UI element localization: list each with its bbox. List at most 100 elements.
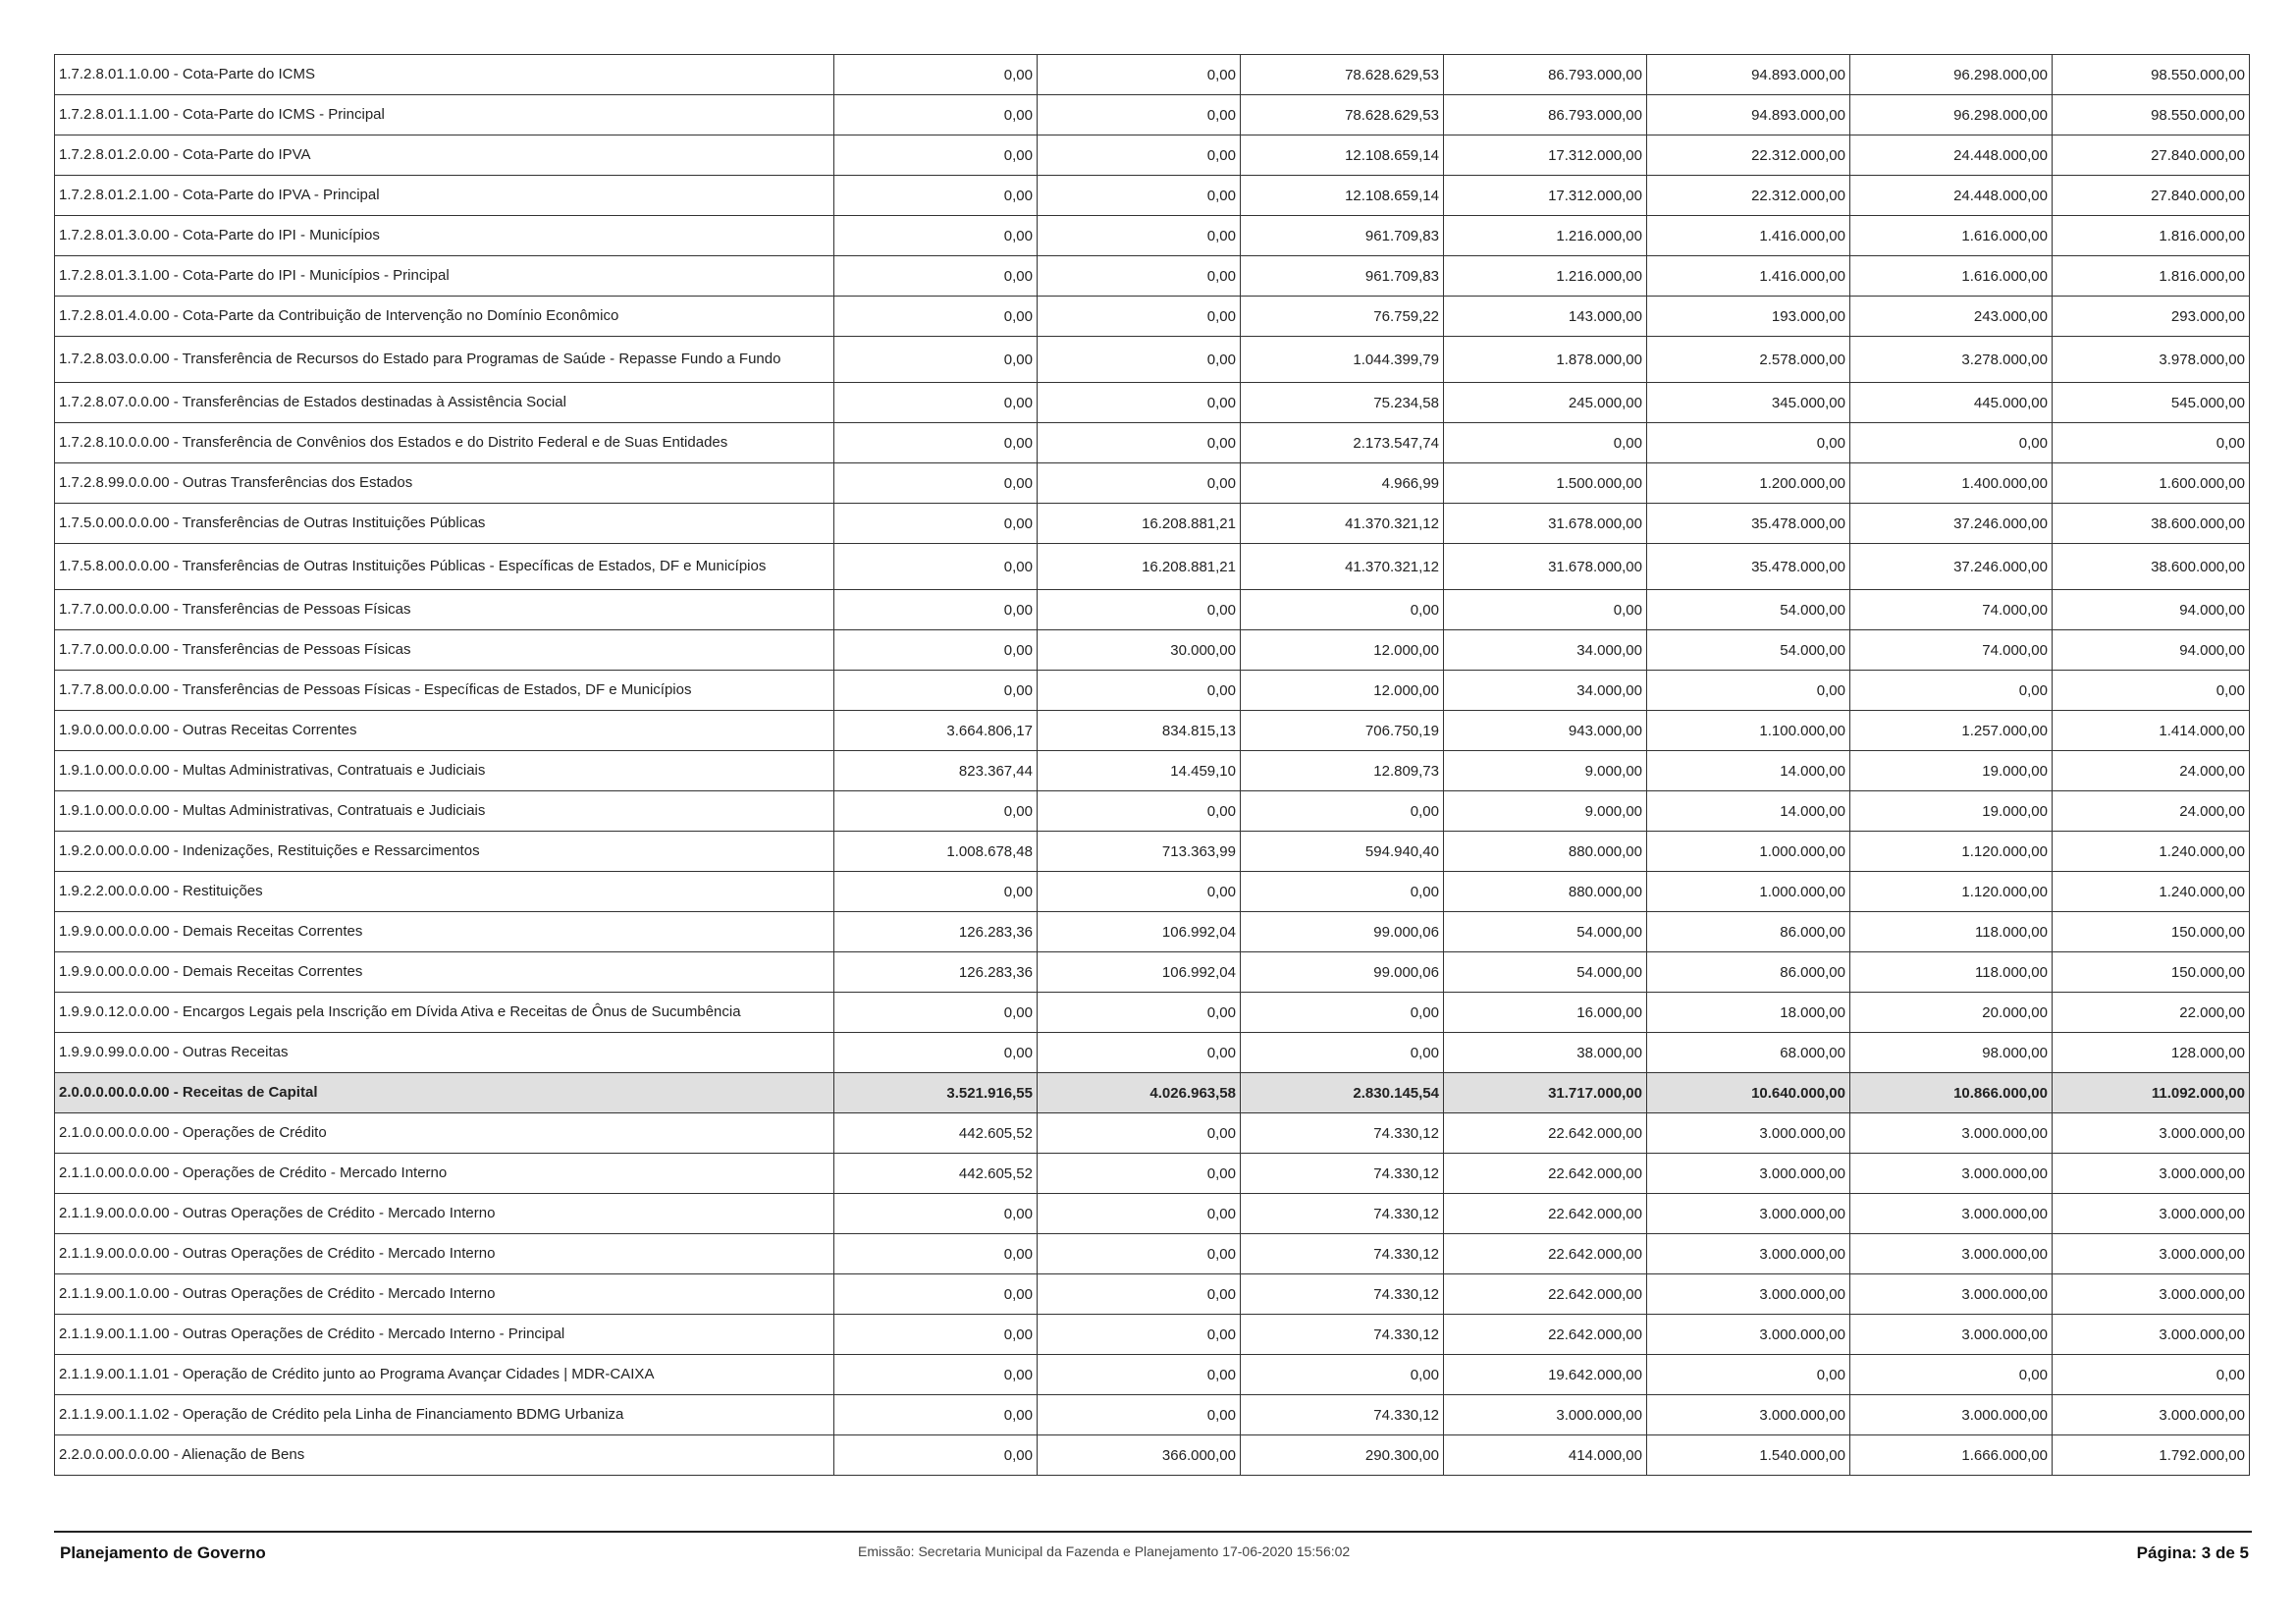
row-value-col-5: 10.640.000,00 xyxy=(1646,1072,1850,1113)
row-value-col-2: 713.363,99 xyxy=(1037,831,1241,872)
row-value-col-5: 3.000.000,00 xyxy=(1646,1314,1850,1355)
row-value-col-4: 1.216.000,00 xyxy=(1443,255,1647,297)
row-description: 2.1.1.0.00.0.0.00 - Operações de Crédito… xyxy=(54,1153,834,1194)
row-description: 1.9.9.0.00.0.0.00 - Demais Receitas Corr… xyxy=(54,951,834,993)
row-description: 1.9.2.0.00.0.0.00 - Indenizações, Restit… xyxy=(54,831,834,872)
row-value-col-5: 86.000,00 xyxy=(1646,951,1850,993)
row-value-col-1: 0,00 xyxy=(833,175,1038,216)
row-value-col-6: 0,00 xyxy=(1849,422,2053,463)
row-value-col-6: 1.120.000,00 xyxy=(1849,831,2053,872)
row-value-col-1: 0,00 xyxy=(833,135,1038,176)
row-value-col-2: 0,00 xyxy=(1037,336,1241,383)
row-value-col-3: 706.750,19 xyxy=(1240,710,1444,751)
row-value-col-1: 0,00 xyxy=(833,54,1038,95)
row-value-col-1: 3.664.806,17 xyxy=(833,710,1038,751)
row-value-col-4: 880.000,00 xyxy=(1443,871,1647,912)
table-row: 2.2.0.0.00.0.0.00 - Alienação de Bens 0,0… xyxy=(54,1434,2250,1476)
row-value-col-7: 3.000.000,00 xyxy=(2052,1112,2250,1154)
row-value-col-1: 0,00 xyxy=(833,1354,1038,1395)
row-value-col-7: 3.000.000,00 xyxy=(2052,1314,2250,1355)
row-value-col-6: 96.298.000,00 xyxy=(1849,94,2053,135)
row-description: 1.7.2.8.03.0.0.00 - Transferência de Rec… xyxy=(54,336,834,383)
row-value-col-7: 150.000,00 xyxy=(2052,951,2250,993)
row-value-col-6: 96.298.000,00 xyxy=(1849,54,2053,95)
row-value-col-7: 0,00 xyxy=(2052,1354,2250,1395)
table-row: 2.1.1.9.00.1.1.00 - Outras Operações de … xyxy=(54,1314,2250,1355)
row-value-col-6: 74.000,00 xyxy=(1849,589,2053,630)
row-value-col-1: 0,00 xyxy=(833,589,1038,630)
footer-title: Planejamento de Governo xyxy=(60,1543,266,1562)
table-row: 1.7.2.8.01.1.1.00 - Cota-Parte do ICMS -… xyxy=(54,94,2250,135)
row-value-col-2: 0,00 xyxy=(1037,790,1241,832)
row-value-col-6: 19.000,00 xyxy=(1849,750,2053,791)
row-value-col-6: 118.000,00 xyxy=(1849,951,2053,993)
row-value-col-5: 35.478.000,00 xyxy=(1646,543,1850,590)
table-row: 1.7.2.8.01.4.0.00 - Cota-Parte da Contri… xyxy=(54,296,2250,337)
row-value-col-7: 98.550.000,00 xyxy=(2052,54,2250,95)
row-value-col-4: 1.216.000,00 xyxy=(1443,215,1647,256)
row-value-col-3: 74.330,12 xyxy=(1240,1153,1444,1194)
table-row: 1.7.2.8.99.0.0.00 - Outras Transferência… xyxy=(54,462,2250,504)
row-value-col-3: 41.370.321,12 xyxy=(1240,543,1444,590)
row-value-col-6: 3.000.000,00 xyxy=(1849,1273,2053,1315)
row-value-col-7: 1.240.000,00 xyxy=(2052,871,2250,912)
row-value-col-4: 86.793.000,00 xyxy=(1443,94,1647,135)
table-row: 1.7.5.8.00.0.0.00 - Transferências de Ou… xyxy=(54,543,2250,590)
table-row: 1.9.2.0.00.0.0.00 - Indenizações, Restit… xyxy=(54,831,2250,872)
table-row: 1.9.2.2.00.0.0.00 - Restituições 0,00 0,00… xyxy=(54,871,2250,912)
row-value-col-7: 24.000,00 xyxy=(2052,750,2250,791)
row-description: 1.7.2.8.99.0.0.00 - Outras Transferência… xyxy=(54,462,834,504)
row-value-col-7: 150.000,00 xyxy=(2052,911,2250,952)
row-value-col-3: 99.000,06 xyxy=(1240,951,1444,993)
row-value-col-7: 38.600.000,00 xyxy=(2052,503,2250,544)
row-value-col-6: 74.000,00 xyxy=(1849,629,2053,671)
row-value-col-4: 86.793.000,00 xyxy=(1443,54,1647,95)
row-value-col-5: 1.200.000,00 xyxy=(1646,462,1850,504)
row-value-col-3: 74.330,12 xyxy=(1240,1233,1444,1274)
row-value-col-3: 74.330,12 xyxy=(1240,1112,1444,1154)
row-value-col-5: 0,00 xyxy=(1646,1354,1850,1395)
row-value-col-5: 3.000.000,00 xyxy=(1646,1112,1850,1154)
row-value-col-7: 1.792.000,00 xyxy=(2052,1434,2250,1476)
row-value-col-5: 94.893.000,00 xyxy=(1646,54,1850,95)
row-value-col-6: 3.000.000,00 xyxy=(1849,1394,2053,1435)
row-description: 1.9.2.2.00.0.0.00 - Restituições xyxy=(54,871,834,912)
row-value-col-3: 12.809,73 xyxy=(1240,750,1444,791)
row-description: 1.9.0.0.00.0.0.00 - Outras Receitas Corr… xyxy=(54,710,834,751)
row-value-col-2: 0,00 xyxy=(1037,422,1241,463)
table-row: 1.7.2.8.01.3.1.00 - Cota-Parte do IPI - … xyxy=(54,255,2250,297)
row-value-col-2: 0,00 xyxy=(1037,135,1241,176)
row-value-col-3: 961.709,83 xyxy=(1240,215,1444,256)
table-row: 1.7.2.8.01.2.0.00 - Cota-Parte do IPVA 0,… xyxy=(54,135,2250,176)
row-value-col-2: 0,00 xyxy=(1037,1153,1241,1194)
row-value-col-3: 1.044.399,79 xyxy=(1240,336,1444,383)
row-value-col-1: 0,00 xyxy=(833,871,1038,912)
row-value-col-5: 22.312.000,00 xyxy=(1646,135,1850,176)
row-value-col-3: 74.330,12 xyxy=(1240,1394,1444,1435)
table-row: 1.7.2.8.01.3.0.00 - Cota-Parte do IPI - … xyxy=(54,215,2250,256)
row-value-col-3: 12.108.659,14 xyxy=(1240,175,1444,216)
row-value-col-1: 0,00 xyxy=(833,670,1038,711)
row-value-col-4: 17.312.000,00 xyxy=(1443,175,1647,216)
row-value-col-2: 16.208.881,21 xyxy=(1037,503,1241,544)
row-value-col-7: 94.000,00 xyxy=(2052,629,2250,671)
table-row: 1.7.2.8.07.0.0.00 - Transferências de Es… xyxy=(54,382,2250,423)
table-row: 1.9.0.0.00.0.0.00 - Outras Receitas Corr… xyxy=(54,710,2250,751)
row-value-col-5: 94.893.000,00 xyxy=(1646,94,1850,135)
row-value-col-1: 126.283,36 xyxy=(833,911,1038,952)
row-value-col-5: 1.540.000,00 xyxy=(1646,1434,1850,1476)
footer-page-number: Página: 3 de 5 xyxy=(2136,1543,2249,1562)
row-value-col-2: 0,00 xyxy=(1037,992,1241,1033)
row-value-col-7: 98.550.000,00 xyxy=(2052,94,2250,135)
row-value-col-5: 14.000,00 xyxy=(1646,750,1850,791)
row-value-col-3: 0,00 xyxy=(1240,992,1444,1033)
row-value-col-4: 22.642.000,00 xyxy=(1443,1233,1647,1274)
table-row: 1.7.7.8.00.0.0.00 - Transferências de Pe… xyxy=(54,670,2250,711)
row-value-col-6: 1.666.000,00 xyxy=(1849,1434,2053,1476)
row-value-col-6: 243.000,00 xyxy=(1849,296,2053,337)
row-value-col-1: 0,00 xyxy=(833,503,1038,544)
row-value-col-6: 1.257.000,00 xyxy=(1849,710,2053,751)
row-value-col-1: 0,00 xyxy=(833,1434,1038,1476)
row-value-col-6: 1.400.000,00 xyxy=(1849,462,2053,504)
row-value-col-1: 0,00 xyxy=(833,543,1038,590)
